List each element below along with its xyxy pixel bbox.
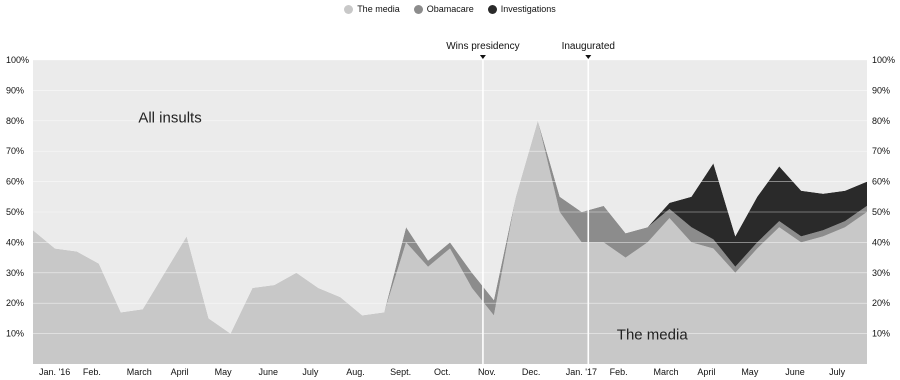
event-markers: Wins presidency Inaugurated (446, 41, 615, 364)
legend-label-obamacare: Obamacare (426, 4, 474, 14)
x-tick-label: May (741, 367, 759, 377)
area-label-the-media: The media (617, 327, 689, 344)
legend-item-investigations: Investigations (487, 4, 556, 14)
area-all-insults (33, 60, 867, 334)
y-tick-label-right: 90% (872, 85, 890, 95)
y-tick-label-right: 60% (872, 177, 890, 187)
event-marker-icon (585, 55, 592, 59)
legend-label-investigations: Investigations (500, 4, 556, 14)
y-tick-label-right: 100% (872, 55, 895, 65)
x-tick-label: Aug. (346, 367, 365, 377)
x-tick-label: Oct. (434, 367, 451, 377)
x-tick-label: Jan. '17 (566, 367, 597, 377)
y-axis-left: 100% 90% 80% 70% 60% 50% 40% 30% 20% 10% (6, 55, 29, 339)
y-tick-label-right: 20% (872, 298, 890, 308)
legend-swatch-obamacare (413, 4, 423, 14)
x-tick-label: July (302, 367, 319, 377)
y-tick-label-left: 60% (6, 177, 24, 187)
y-tick-label-right: 40% (872, 237, 890, 247)
legend-swatch-media (344, 4, 354, 14)
x-tick-label: June (258, 367, 278, 377)
y-tick-label-right: 30% (872, 268, 890, 278)
y-tick-label-left: 40% (6, 237, 24, 247)
y-tick-label-left: 30% (6, 268, 24, 278)
chart-legend: The media Obamacare Investigations (0, 4, 900, 14)
x-tick-label: April (697, 367, 715, 377)
area-labels: All insults The media (138, 109, 688, 343)
x-axis: Jan. '16 Feb. March April May June July Aug. Sep… (39, 367, 846, 377)
area-investigations (33, 120, 867, 334)
gridlines (33, 59, 867, 334)
x-tick-label: June (785, 367, 805, 377)
legend-item-obamacare: Obamacare (413, 4, 474, 14)
x-tick-label: March (654, 367, 679, 377)
y-tick-label-left: 10% (6, 329, 24, 339)
legend-swatch-investigations (487, 4, 497, 14)
x-tick-label: Feb. (83, 367, 101, 377)
event-label: Wins presidency (446, 41, 519, 52)
x-tick-label: March (127, 367, 152, 377)
x-tick-label: April (171, 367, 189, 377)
y-tick-label-left: 50% (6, 207, 24, 217)
y-tick-label-right: 80% (872, 116, 890, 126)
x-tick-label: Jan. '16 (39, 367, 70, 377)
y-tick-label-left: 20% (6, 298, 24, 308)
y-tick-label-right: 70% (872, 146, 890, 156)
event-label: Inaugurated (562, 41, 615, 52)
x-tick-label: Feb. (610, 367, 628, 377)
x-tick-label: July (829, 367, 846, 377)
x-tick-label: May (215, 367, 233, 377)
y-tick-label-left: 70% (6, 146, 24, 156)
y-tick-label-left: 100% (6, 55, 29, 65)
legend-item-media: The media (344, 4, 400, 14)
x-tick-label: Nov. (478, 367, 496, 377)
y-tick-label-right: 50% (872, 207, 890, 217)
area-label-all-insults: All insults (138, 109, 201, 126)
x-tick-label: Sept. (390, 367, 411, 377)
event-marker-icon (479, 55, 486, 59)
x-tick-label: Dec. (522, 367, 541, 377)
y-tick-label-left: 80% (6, 116, 24, 126)
y-tick-label-left: 90% (6, 85, 24, 95)
legend-label-media: The media (357, 4, 400, 14)
y-tick-label-right: 10% (872, 329, 890, 339)
y-axis-right: 100% 90% 80% 70% 60% 50% 40% 30% 20% 10% (872, 55, 895, 339)
